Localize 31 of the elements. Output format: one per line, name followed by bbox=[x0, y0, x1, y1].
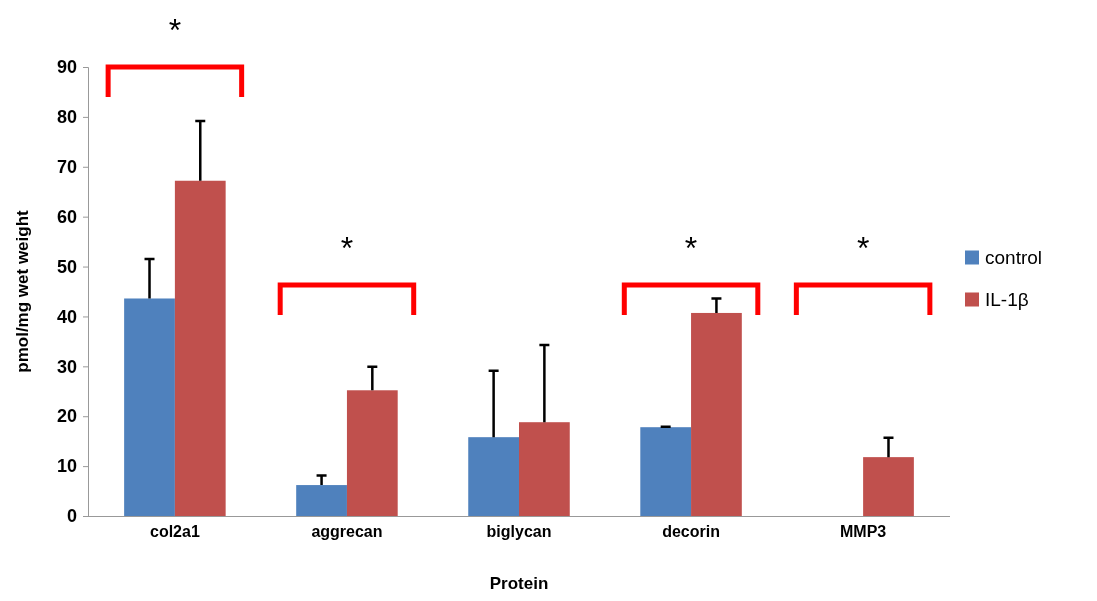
bar bbox=[863, 457, 914, 516]
x-tick-label: biglycan bbox=[486, 523, 552, 540]
bar bbox=[468, 437, 519, 516]
y-tick-label: 80 bbox=[56, 107, 77, 128]
bar bbox=[174, 180, 226, 516]
y-tick-label: 10 bbox=[56, 456, 77, 477]
y-axis-title: pmol/mg wet weight bbox=[13, 209, 32, 373]
y-tick-label: 20 bbox=[56, 406, 77, 427]
x-tick-label: MMP3 bbox=[839, 523, 887, 540]
y-tick-label: 90 bbox=[56, 57, 77, 78]
y-tick-label: 70 bbox=[56, 157, 77, 178]
y-tick-label: 0 bbox=[66, 506, 77, 527]
bar bbox=[519, 422, 570, 516]
bar bbox=[640, 427, 692, 516]
annotation: * bbox=[684, 230, 698, 266]
y-tick-label: 30 bbox=[56, 356, 77, 377]
legend-label: control bbox=[985, 246, 1043, 268]
x-tick-label: decorin bbox=[662, 523, 720, 540]
x-tick-label: col2a1 bbox=[149, 523, 200, 540]
y-tick-label: 50 bbox=[56, 256, 77, 277]
bar bbox=[124, 298, 175, 516]
x-tick-label: aggrecan bbox=[311, 523, 383, 540]
bar bbox=[346, 390, 398, 516]
annotation: * bbox=[856, 230, 870, 266]
y-tick-label: 40 bbox=[56, 306, 77, 327]
y-tick-label: 60 bbox=[56, 206, 77, 227]
text: * bbox=[168, 12, 182, 48]
bar bbox=[296, 485, 347, 516]
legend-label: IL-1β bbox=[985, 288, 1029, 310]
annotation: * bbox=[340, 230, 354, 266]
x-axis-title: Protein bbox=[489, 574, 549, 593]
